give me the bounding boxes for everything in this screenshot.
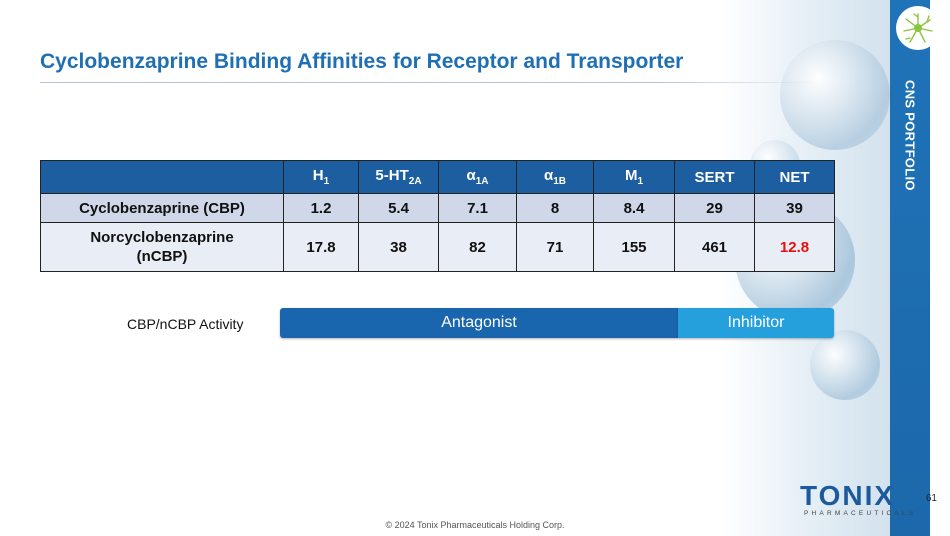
- page-number: 61: [925, 493, 937, 504]
- side-band: [890, 0, 930, 536]
- table-cell: 461: [674, 222, 755, 272]
- logo-subtitle: PHARMACEUTICALS: [804, 510, 917, 517]
- table-cell: 71: [516, 222, 594, 272]
- table-cell: 29: [674, 193, 755, 223]
- logo-wordmark: TONIX: [800, 480, 896, 511]
- table-cell: 5.4: [358, 193, 439, 223]
- table-header-row: H1 5-HT2A α1A α1B M1 SERT NET: [40, 160, 835, 194]
- header-cell: M1: [593, 160, 675, 194]
- footer-copyright: © 2024 Tonix Pharmaceuticals Holding Cor…: [385, 520, 565, 530]
- neuron-icon: [896, 6, 940, 50]
- table-cell: 7.1: [438, 193, 517, 223]
- row-label: Cyclobenzaprine (CBP): [40, 193, 284, 223]
- header-cell: α1A: [438, 160, 517, 194]
- table-cell: 82: [438, 222, 517, 272]
- table-cell-highlight: 12.8: [754, 222, 835, 272]
- header-cell: NET: [754, 160, 835, 194]
- table-cell: 8.4: [593, 193, 675, 223]
- header-cell: SERT: [674, 160, 755, 194]
- table-row: Norcyclobenzaprine (nCBP) 17.8 38 82 71 1…: [40, 222, 835, 272]
- header-cell: α1B: [516, 160, 594, 194]
- inhibitor-bar: Inhibitor: [678, 308, 834, 338]
- section-label: CNS PORTFOLIO: [902, 79, 918, 191]
- table-cell: 17.8: [283, 222, 359, 272]
- table-cell: 1.2: [283, 193, 359, 223]
- table-cell: 39: [754, 193, 835, 223]
- table-row: Cyclobenzaprine (CBP) 1.2 5.4 7.1 8 8.4 …: [40, 193, 835, 223]
- page-title: Cyclobenzaprine Binding Affinities for R…: [40, 50, 684, 73]
- row-label: Norcyclobenzaprine (nCBP): [40, 222, 284, 272]
- header-empty: [40, 160, 284, 194]
- table-cell: 38: [358, 222, 439, 272]
- antagonist-bar: Antagonist: [280, 308, 678, 338]
- binding-affinity-table: H1 5-HT2A α1A α1B M1 SERT NET Cyclobenza…: [40, 160, 835, 272]
- tonix-logo: TONIX PHARMACEUTICALS: [800, 480, 913, 520]
- activity-label: CBP/nCBP Activity: [127, 316, 244, 332]
- table-cell: 8: [516, 193, 594, 223]
- table-cell: 155: [593, 222, 675, 272]
- header-cell: 5-HT2A: [358, 160, 439, 194]
- header-cell: H1: [283, 160, 359, 194]
- title-divider: [40, 82, 820, 83]
